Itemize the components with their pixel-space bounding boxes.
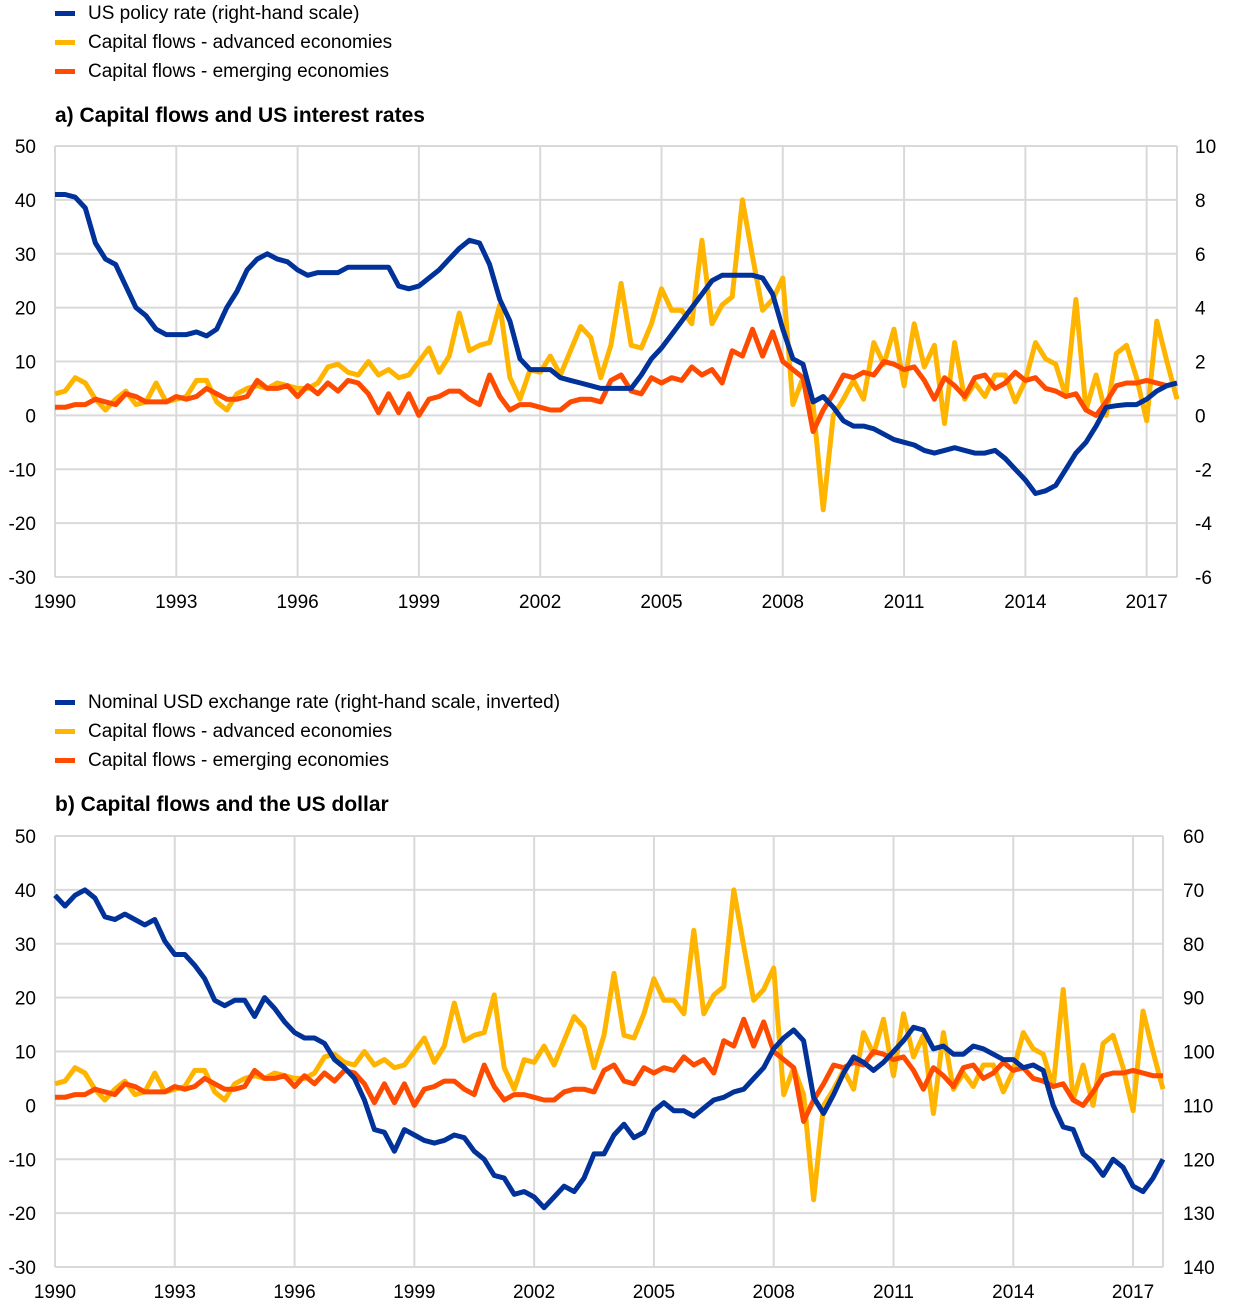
x-tick-label: 2014 (1004, 592, 1047, 613)
y-tick-label-right: 140 (1183, 1258, 1215, 1279)
y-tick-label-left: 40 (15, 191, 36, 212)
legend-swatch-yellow (55, 729, 75, 734)
y-tick-label-left: -30 (9, 1258, 36, 1279)
y-tick-label-left: -10 (9, 460, 36, 481)
x-tick-label: 1990 (34, 592, 76, 613)
legend-label: US policy rate (right-hand scale) (88, 2, 360, 24)
y-tick-label-left: 40 (15, 881, 36, 902)
x-tick-label: 2008 (762, 592, 804, 613)
y-tick-label-left: -20 (9, 514, 36, 535)
x-tick-label: 2005 (640, 592, 682, 613)
y-tick-label-right: 110 (1183, 1096, 1213, 1117)
legend-swatch-blue (55, 700, 75, 705)
legend-swatch-orange (55, 758, 75, 763)
chart-b: 50403020100-10-20-3060708090100110120130… (9, 827, 1215, 1303)
legend-label: Capital flows - advanced economies (88, 720, 393, 742)
x-tick-label: 2005 (633, 1282, 675, 1303)
legend-swatch-orange (55, 69, 75, 74)
y-tick-label-right: -2 (1195, 460, 1212, 481)
y-tick-label-right: 60 (1183, 827, 1204, 848)
y-tick-label-left: 30 (15, 245, 36, 266)
y-tick-label-left: 0 (25, 406, 36, 427)
y-tick-label-right: 0 (1195, 406, 1206, 427)
legend-item-advanced: Capital flows - advanced economies (55, 28, 392, 57)
x-tick-label: 1993 (155, 592, 197, 613)
legend-item-usd: Nominal USD exchange rate (right-hand sc… (55, 688, 560, 717)
x-tick-label: 1999 (393, 1282, 435, 1303)
x-tick-label: 1996 (273, 1282, 315, 1303)
y-tick-label-right: 10 (1195, 137, 1216, 158)
x-tick-label: 2008 (753, 1282, 795, 1303)
series-line-advanced (54, 887, 1166, 1203)
legend-item-emerging: Capital flows - emerging economies (55, 746, 560, 775)
x-tick-label: 1999 (398, 592, 440, 613)
y-tick-label-right: 130 (1183, 1204, 1215, 1225)
legend-b: Nominal USD exchange rate (right-hand sc… (55, 688, 560, 775)
legend-swatch-yellow (55, 40, 75, 45)
y-tick-label-left: 30 (15, 935, 36, 956)
series-line-emerging (55, 326, 1178, 434)
y-tick-label-left: 20 (15, 989, 36, 1010)
legend-label: Capital flows - emerging economies (88, 60, 389, 82)
y-tick-label-left: -20 (9, 1204, 36, 1225)
y-tick-label-right: 90 (1183, 989, 1204, 1010)
series-line-usd (53, 887, 1166, 1211)
legend-label: Capital flows - advanced economies (88, 31, 393, 53)
legend-label: Capital flows - emerging economies (88, 749, 389, 771)
y-tick-label-right: 2 (1195, 353, 1206, 374)
y-tick-label-right: 80 (1183, 935, 1204, 956)
y-tick-label-left: -30 (9, 568, 36, 589)
x-tick-label: 2017 (1112, 1282, 1154, 1303)
x-tick-label: 2002 (513, 1282, 555, 1303)
y-tick-label-left: 10 (15, 353, 36, 374)
y-tick-label-left: 50 (15, 137, 36, 158)
x-tick-label: 2011 (884, 592, 925, 613)
legend-a: US policy rate (right-hand scale) Capita… (55, 0, 392, 86)
x-tick-label: 1993 (154, 1282, 196, 1303)
y-tick-label-right: 70 (1183, 881, 1204, 902)
y-tick-label-left: 0 (25, 1096, 36, 1117)
chart-b-title: b) Capital flows and the US dollar (55, 793, 389, 816)
legend-item-advanced: Capital flows - advanced economies (55, 717, 560, 746)
series-line-us_policy (55, 192, 1178, 496)
x-tick-label: 1996 (276, 592, 318, 613)
y-tick-label-right: 120 (1183, 1150, 1215, 1171)
series-line-emerging (55, 1016, 1163, 1124)
y-tick-label-left: 20 (15, 299, 36, 320)
y-tick-label-left: 50 (15, 827, 36, 848)
y-tick-label-right: 100 (1183, 1043, 1215, 1064)
y-tick-label-right: -6 (1195, 568, 1212, 589)
y-tick-label-right: 8 (1195, 191, 1206, 212)
x-tick-label: 2002 (519, 592, 561, 613)
chart-a-title: a) Capital flows and US interest rates (55, 104, 425, 127)
y-tick-label-right: 4 (1195, 299, 1206, 320)
y-tick-label-right: 6 (1195, 245, 1206, 266)
x-tick-label: 2014 (992, 1282, 1035, 1303)
y-tick-label-left: -10 (9, 1150, 36, 1171)
legend-item-emerging: Capital flows - emerging economies (55, 57, 392, 86)
x-tick-label: 1990 (34, 1282, 76, 1303)
x-tick-label: 2017 (1126, 592, 1168, 613)
legend-item-us-policy-rate: US policy rate (right-hand scale) (55, 0, 392, 28)
y-tick-label-left: 10 (15, 1043, 36, 1064)
x-tick-label: 2011 (873, 1282, 914, 1303)
legend-swatch-blue (55, 11, 75, 16)
y-tick-label-right: -4 (1195, 514, 1212, 535)
legend-label: Nominal USD exchange rate (right-hand sc… (88, 691, 561, 713)
